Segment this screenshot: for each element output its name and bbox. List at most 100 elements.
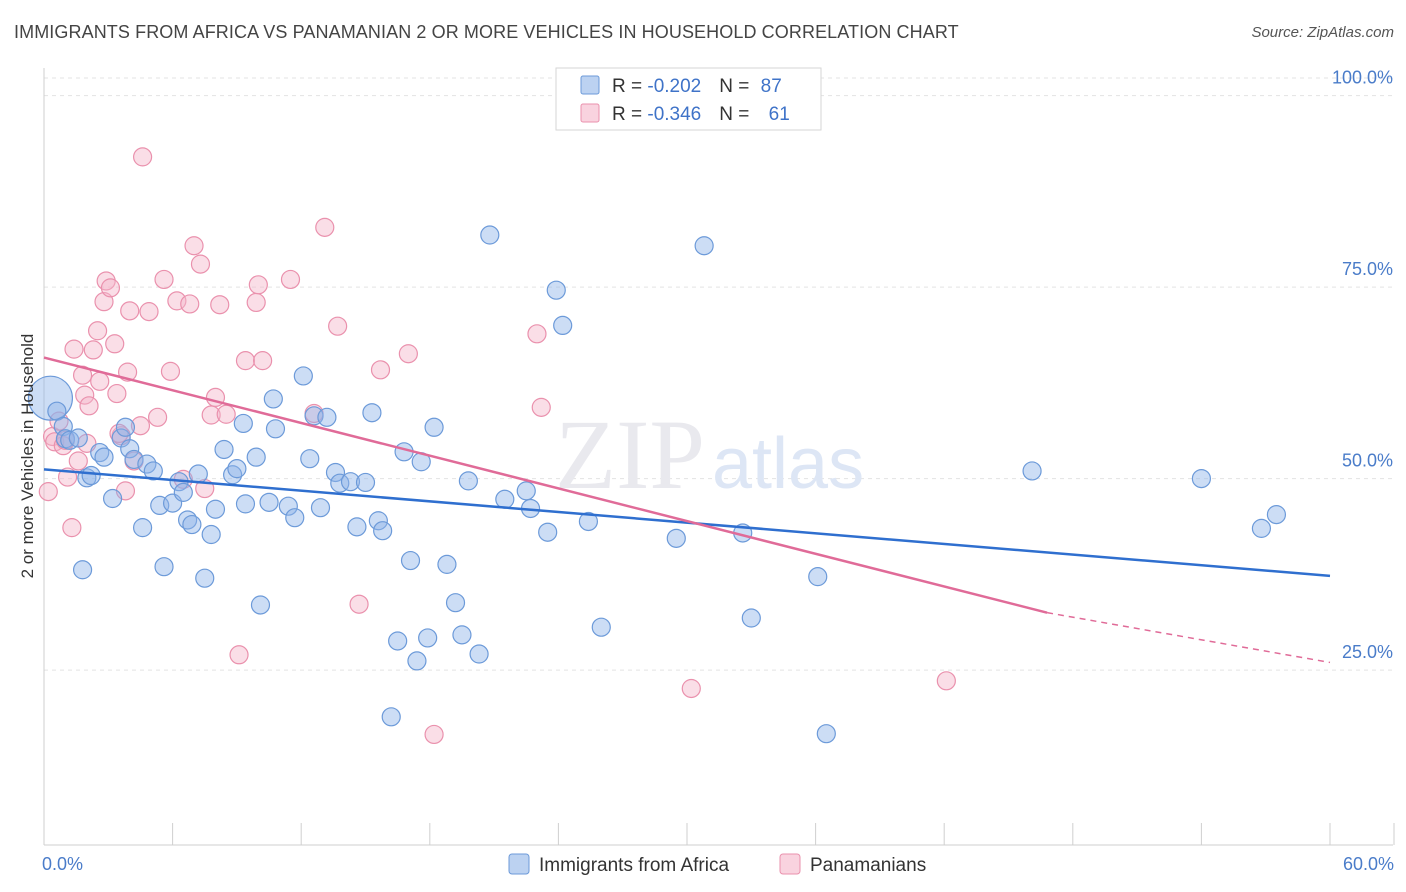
point-africa-45 bbox=[310, 498, 331, 518]
y-tick-label-1: 75.0% bbox=[1342, 259, 1393, 279]
point-africa-73 bbox=[546, 280, 566, 300]
trend-lines bbox=[43, 356, 1331, 664]
point-africa-81 bbox=[808, 567, 828, 587]
point-africa-36 bbox=[250, 595, 271, 615]
point-africa-56 bbox=[388, 631, 408, 651]
point-africa-23 bbox=[173, 482, 193, 502]
point-africa-18 bbox=[143, 461, 163, 481]
point-africa-26 bbox=[188, 464, 208, 484]
point-africa-77 bbox=[666, 528, 686, 548]
point-africa-15 bbox=[124, 449, 144, 470]
point-panamanian-10 bbox=[75, 385, 95, 405]
x-tick-label-left: 0.0% bbox=[42, 854, 83, 874]
point-africa-46 bbox=[317, 407, 337, 427]
y-tick-labels: 100.0% 75.0% 50.0% 25.0% bbox=[1332, 68, 1393, 662]
point-africa-25 bbox=[182, 514, 202, 535]
point-africa-49 bbox=[340, 472, 361, 492]
point-africa-50 bbox=[347, 517, 367, 537]
point-panamanian-40 bbox=[229, 645, 249, 665]
point-panamanian-53 bbox=[527, 324, 547, 344]
point-africa-70 bbox=[516, 481, 536, 501]
point-africa-41 bbox=[285, 508, 305, 528]
series-legend: Immigrants from Africa Panamanians bbox=[508, 853, 926, 876]
point-africa-28 bbox=[201, 524, 221, 545]
watermark-atlas: atlas bbox=[712, 424, 864, 504]
point-africa-65 bbox=[452, 625, 472, 645]
point-africa-16 bbox=[132, 518, 153, 538]
y-tick-label-2: 50.0% bbox=[1342, 451, 1393, 471]
point-africa-64 bbox=[445, 593, 466, 613]
point-panamanian-28 bbox=[154, 269, 174, 290]
point-africa-29 bbox=[205, 499, 226, 519]
point-africa-68 bbox=[480, 225, 500, 245]
point-africa-30 bbox=[214, 439, 234, 460]
point-africa-62 bbox=[424, 417, 444, 437]
point-panamanian-18 bbox=[105, 334, 125, 354]
point-panamanian-38 bbox=[210, 295, 230, 315]
point-panamanian-44 bbox=[253, 351, 273, 371]
trend-line-panamanian bbox=[43, 356, 1048, 614]
point-africa-47 bbox=[325, 462, 346, 483]
point-africa-55 bbox=[381, 707, 401, 727]
point-africa-11 bbox=[102, 488, 123, 509]
stats-swatch-panamanian bbox=[580, 103, 600, 123]
legend-swatch-panamanian bbox=[779, 853, 801, 875]
point-africa-43 bbox=[300, 449, 320, 469]
y-axis-title: 2 or more Vehicles in Household bbox=[18, 334, 37, 579]
point-africa-10 bbox=[94, 447, 114, 467]
stats-legend: R = -0.202 N = 87 R = -0.346 N = 61 bbox=[555, 67, 822, 131]
stats-legend-box bbox=[555, 67, 822, 131]
point-africa-0 bbox=[27, 375, 74, 421]
axes bbox=[43, 68, 1395, 846]
watermark-zip: ZIP bbox=[555, 399, 705, 510]
stats-n-africa: 87 bbox=[761, 76, 782, 97]
point-africa-40 bbox=[278, 496, 298, 516]
data-points bbox=[27, 147, 1287, 745]
stats-r-africa: -0.202 bbox=[647, 76, 701, 97]
point-africa-54 bbox=[373, 521, 393, 541]
point-africa-67 bbox=[469, 644, 489, 664]
point-panamanian-45 bbox=[280, 269, 301, 290]
point-panamanian-55 bbox=[681, 678, 701, 699]
point-africa-78 bbox=[694, 236, 714, 256]
point-africa-82 bbox=[816, 724, 836, 744]
point-africa-6 bbox=[72, 560, 93, 580]
point-africa-32 bbox=[227, 459, 247, 479]
point-panamanian-26 bbox=[139, 302, 159, 322]
stats-row-africa: R = -0.202 N = 87 bbox=[612, 76, 782, 97]
point-panamanian-57 bbox=[64, 339, 84, 359]
point-africa-39 bbox=[265, 419, 286, 439]
trend-line-panamanian-extension bbox=[1046, 611, 1331, 664]
y-tick-label-3: 25.0% bbox=[1342, 642, 1393, 662]
legend-swatch-africa bbox=[508, 853, 530, 875]
point-panamanian-56 bbox=[936, 671, 956, 691]
point-africa-63 bbox=[437, 554, 457, 574]
point-panamanian-0 bbox=[38, 482, 58, 502]
legend-label-panamanian: Panamanians bbox=[810, 855, 926, 876]
point-africa-13 bbox=[115, 417, 136, 437]
point-africa-85 bbox=[1266, 505, 1287, 525]
point-africa-20 bbox=[154, 557, 174, 577]
grid-lines bbox=[44, 77, 1393, 671]
point-panamanian-19 bbox=[107, 383, 127, 404]
point-panamanian-24 bbox=[130, 416, 151, 436]
point-africa-66 bbox=[458, 471, 478, 491]
point-panamanian-52 bbox=[424, 724, 444, 745]
point-panamanian-12 bbox=[83, 340, 103, 360]
point-panamanian-33 bbox=[184, 236, 204, 256]
legend-label-africa: Immigrants from Africa bbox=[539, 855, 729, 876]
point-panamanian-42 bbox=[246, 292, 266, 313]
point-panamanian-54 bbox=[531, 397, 551, 417]
point-panamanian-11 bbox=[79, 396, 99, 416]
point-africa-35 bbox=[246, 447, 266, 467]
point-panamanian-50 bbox=[370, 360, 391, 380]
trend-line-africa bbox=[43, 468, 1331, 578]
point-panamanian-34 bbox=[190, 254, 211, 274]
point-panamanian-39 bbox=[216, 404, 236, 424]
y-tick-label-0: 100.0% bbox=[1332, 68, 1393, 88]
point-africa-33 bbox=[233, 413, 253, 434]
point-panamanian-29 bbox=[160, 361, 181, 381]
point-africa-53 bbox=[368, 511, 388, 531]
point-africa-74 bbox=[553, 315, 573, 335]
point-africa-14 bbox=[120, 439, 140, 459]
